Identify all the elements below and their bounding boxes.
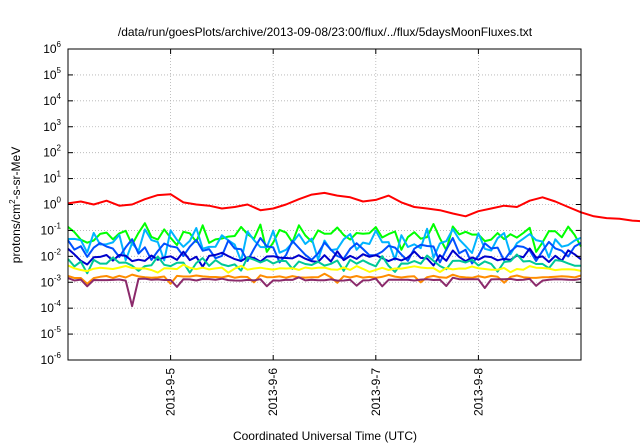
series-line-8 (67, 272, 582, 285)
y-tick-label: 10-2 (41, 247, 62, 263)
plot-frame (67, 48, 582, 361)
chart-title: /data/run/goesPlots/archive/2013-09-08/2… (118, 25, 533, 39)
y-axis-label-suffix: -s-sr-MeV (9, 147, 23, 200)
y-axis-label-superscript: 2 (8, 199, 17, 204)
series-line-7 (67, 263, 582, 274)
x-axis-label: Coordinated Universal Time (UTC) (233, 429, 417, 443)
x-tick-label: 2013-9-5 (164, 368, 178, 416)
y-axis-ticks: 10-6 10-5 10-4 10-3 10-2 10-1 100 101 102 103 104 1… (41, 40, 581, 367)
y-axis-label: protons/cm2-s-sr-MeV (8, 147, 23, 263)
y-tick-label: 10-3 (41, 273, 62, 289)
y-tick-label: 103 (43, 118, 61, 134)
grid-lines (68, 49, 581, 360)
x-tick-label: 2013-9-7 (369, 368, 383, 416)
y-tick-label: 106 (43, 40, 61, 56)
series-line-1 (67, 191, 640, 223)
y-tick-label: 105 (43, 66, 61, 82)
y-tick-label: 10-5 (41, 325, 62, 341)
y-axis-label-prefix: protons/cm (9, 204, 23, 263)
y-tick-label: 10-6 (41, 351, 62, 367)
y-tick-label: 100 (43, 196, 61, 212)
y-tick-label: 102 (43, 144, 61, 160)
y-tick-label: 104 (43, 92, 61, 108)
series-line-2 (67, 222, 582, 253)
y-tick-label: 101 (43, 170, 61, 186)
series-line-9 (67, 276, 582, 308)
series-line-6 (67, 253, 582, 275)
x-tick-label: 2013-9-6 (266, 368, 280, 416)
series-group (67, 191, 640, 308)
y-tick-label: 10-1 (41, 221, 62, 237)
y-tick-label: 10-4 (41, 299, 62, 315)
series-line-3 (67, 227, 582, 263)
series-line-5 (67, 247, 582, 268)
x-tick-label: 2013-9-8 (471, 368, 485, 416)
x-axis-ticks: 2013-9-5 2013-9-6 2013-9-7 2013-9-8 (164, 49, 485, 416)
